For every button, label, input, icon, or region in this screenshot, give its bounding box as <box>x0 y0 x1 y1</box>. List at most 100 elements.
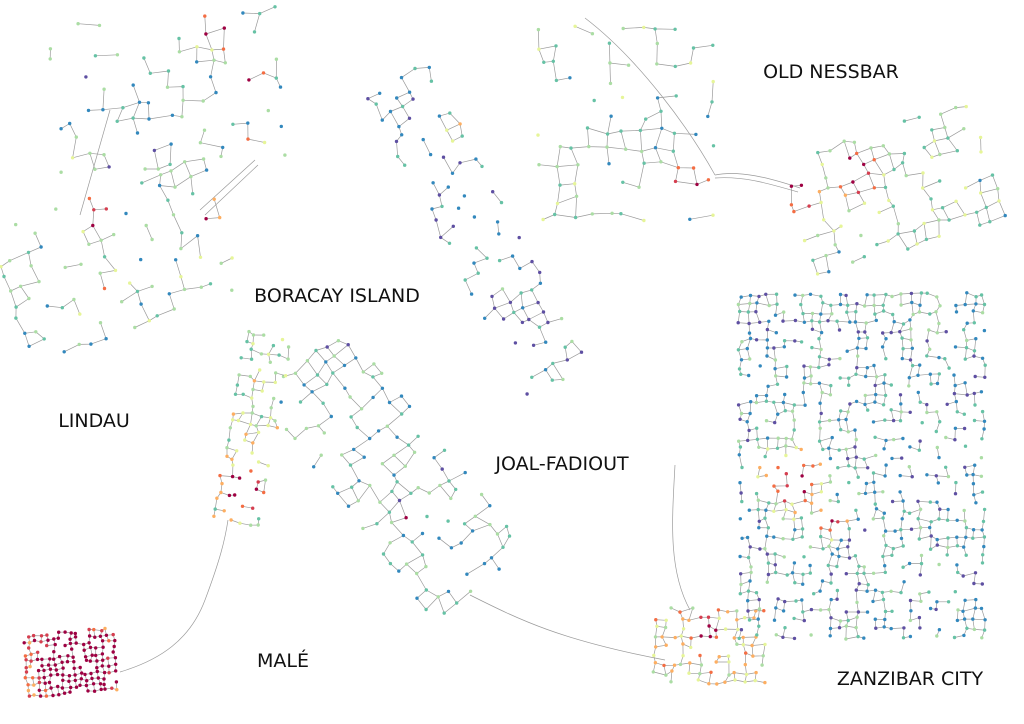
street-node <box>491 190 495 194</box>
street-node <box>781 635 785 639</box>
street-node <box>862 565 866 569</box>
street-node <box>501 545 505 549</box>
street-node <box>69 631 73 635</box>
street-node <box>935 410 939 414</box>
street-node <box>42 337 46 341</box>
street-node <box>504 524 509 529</box>
street-node <box>802 320 807 324</box>
street-node <box>574 194 579 198</box>
lindau-causeway <box>79 109 259 216</box>
street-node <box>892 437 896 442</box>
street-node <box>261 71 266 75</box>
street-node <box>819 490 823 494</box>
street-node <box>727 673 731 677</box>
street-node <box>881 554 885 559</box>
street-node <box>72 666 76 670</box>
street-node <box>223 61 227 65</box>
street-node <box>965 393 969 397</box>
street-node <box>427 65 431 70</box>
street-node <box>272 396 276 401</box>
street-node <box>140 181 144 185</box>
street-node <box>854 399 859 404</box>
street-node <box>2 274 6 279</box>
street-node <box>866 171 871 175</box>
street-node <box>378 500 382 504</box>
street-node <box>733 678 737 682</box>
street-node <box>691 606 695 610</box>
street-node <box>872 186 876 190</box>
street-node <box>44 694 49 698</box>
street-node <box>84 658 89 662</box>
street-node <box>835 319 839 323</box>
street-node <box>52 637 56 641</box>
street-node <box>974 295 978 299</box>
street-node <box>982 427 986 431</box>
street-node <box>67 679 71 683</box>
street-node <box>904 173 908 178</box>
street-node <box>783 392 787 397</box>
street-node <box>783 626 787 630</box>
street-node <box>714 660 718 664</box>
street-node <box>938 179 942 183</box>
street-node <box>497 232 501 236</box>
street-node <box>340 453 344 457</box>
street-node <box>925 291 929 295</box>
street-node <box>706 615 711 619</box>
street-node <box>468 589 473 593</box>
street-node <box>107 165 111 169</box>
street-node <box>463 278 467 282</box>
street-node <box>653 661 658 665</box>
street-node <box>446 185 450 189</box>
street-node <box>746 438 750 443</box>
street-node <box>799 340 804 344</box>
street-node <box>26 688 31 693</box>
street-node <box>935 500 939 504</box>
street-node <box>14 305 18 309</box>
street-node <box>751 654 755 658</box>
street-node <box>348 395 352 399</box>
street-node <box>73 631 78 636</box>
street-node <box>312 465 316 469</box>
street-node <box>918 526 923 530</box>
street-node <box>866 408 870 412</box>
street-node <box>847 538 852 542</box>
street-node <box>103 687 107 691</box>
street-node <box>655 41 659 46</box>
street-node <box>142 56 146 60</box>
street-node <box>389 520 394 525</box>
street-node <box>877 210 881 215</box>
street-node <box>368 483 372 488</box>
street-node <box>483 316 487 320</box>
street-node <box>982 544 986 549</box>
street-node <box>222 509 226 513</box>
street-node <box>837 418 841 422</box>
street-node <box>775 302 779 306</box>
street-node <box>352 447 356 452</box>
street-node <box>911 312 915 317</box>
street-node <box>982 419 987 423</box>
street-node <box>112 644 116 649</box>
street-node <box>819 508 823 512</box>
street-node <box>745 420 749 424</box>
street-node <box>673 635 677 640</box>
street-node <box>737 367 742 371</box>
street-node <box>551 59 555 63</box>
street-node <box>772 484 776 488</box>
street-node <box>854 310 858 314</box>
street-node <box>792 636 797 641</box>
street-node <box>871 571 876 575</box>
street-node <box>945 402 949 406</box>
street-node <box>790 571 795 575</box>
street-node <box>174 258 178 262</box>
street-node <box>8 259 12 263</box>
street-node <box>57 654 62 659</box>
street-node <box>827 357 831 361</box>
street-node <box>659 109 663 114</box>
street-node <box>39 640 43 644</box>
street-node <box>579 350 584 354</box>
street-node <box>459 541 463 545</box>
street-node <box>862 636 866 640</box>
street-node <box>404 562 409 566</box>
street-node <box>902 119 907 123</box>
street-node <box>854 508 858 512</box>
